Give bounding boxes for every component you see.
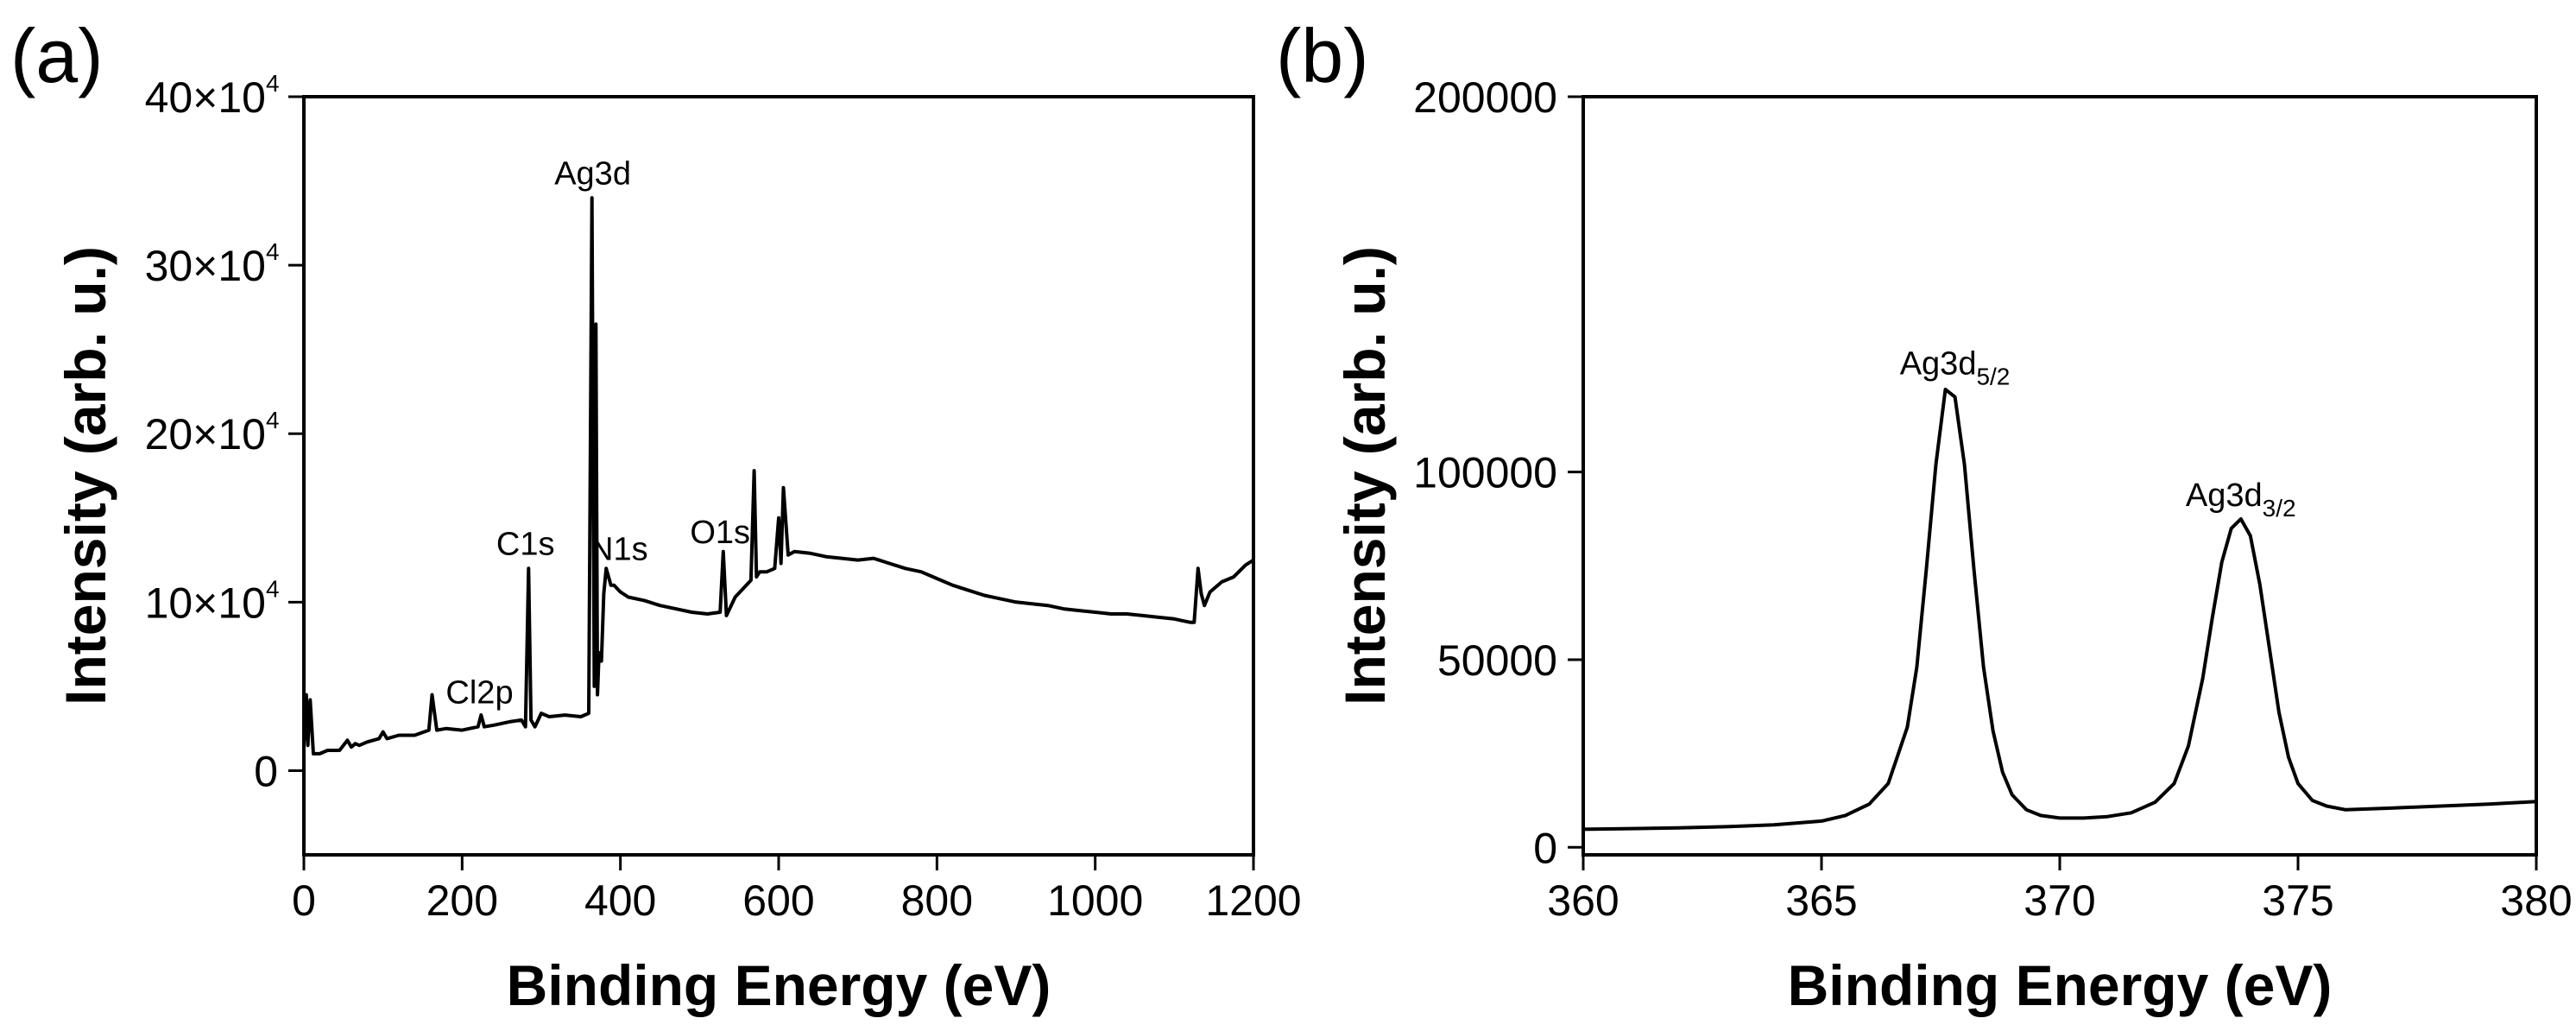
x-tick-label: 370: [2024, 876, 2095, 925]
y-tick-exponent: 4: [266, 575, 280, 602]
x-tick-label: 365: [1785, 876, 1857, 925]
peak-label-subscript: 3/2: [2263, 495, 2296, 522]
y-tick-exponent: 4: [266, 238, 280, 265]
x-tick-label: 360: [1547, 876, 1619, 925]
peak-label-subscript: 5/2: [1976, 364, 2010, 390]
x-tick-label: 1200: [1205, 876, 1301, 925]
y-tick-label: 40×10: [145, 73, 266, 122]
peak-label-text: Ag3d: [1900, 346, 1977, 383]
panel-b-plot-frame: [1582, 95, 2538, 857]
x-tick-label: 380: [2500, 876, 2572, 925]
peak-label-text: Ag3d: [554, 155, 631, 192]
peak-label: C1s: [496, 527, 555, 563]
y-tick-label: 20×10: [145, 410, 266, 459]
y-tick-label: 10×10: [145, 579, 266, 627]
panel-b-x-axis-title: Binding Energy (eV): [1788, 953, 2333, 1017]
panel-b: (b) 360 365 370 375 380 0 50000 100000 200000 A…: [1276, 13, 2573, 1017]
x-tick-label: 800: [901, 876, 973, 925]
panel-a-annotations: Ag3d C1s N1s O1s Cl2p: [445, 155, 750, 711]
x-tick-label: 600: [742, 876, 814, 925]
panel-b-y-axis: 0 50000 100000 200000: [1413, 73, 1583, 872]
panel-b-label: (b): [1276, 13, 1369, 98]
panel-b-y-axis-title: Intensity (arb. u.): [1333, 246, 1397, 705]
x-tick-label: 0: [292, 876, 316, 925]
y-tick-exponent: 4: [266, 407, 280, 433]
x-tick-label: 1000: [1047, 876, 1143, 925]
panel-b-x-axis: 360 365 370 375 380: [1547, 855, 2573, 925]
panel-a-x-axis: 0 200 400 600 800 1000 1200: [292, 855, 1302, 925]
peak-label-text: N1s: [590, 532, 648, 568]
panel-a-label: (a): [10, 13, 104, 98]
x-tick-label: 375: [2262, 876, 2333, 925]
panel-a-plot-frame: [302, 95, 1255, 857]
y-tick-label: 100000: [1413, 449, 1557, 497]
panel-a: (a) 0 200 400 600 800 1000 1200 010×10 420×10 43…: [10, 13, 1302, 1017]
y-tick-label: 0: [1533, 824, 1557, 872]
panel-a-y-axis-title: Intensity (arb. u.): [54, 246, 117, 705]
peak-label-text: Ag3d: [2186, 478, 2263, 514]
x-tick-label: 400: [584, 876, 656, 925]
panel-a-survey-line: [302, 196, 1255, 756]
y-tick-label: 30×10: [145, 242, 266, 290]
peak-label-text: O1s: [690, 515, 750, 551]
panel-a-x-axis-title: Binding Energy (eV): [507, 953, 1051, 1017]
peak-label-text: Cl2p: [445, 674, 513, 711]
panel-b-ag3d-line: [1582, 388, 2537, 832]
peak-label: N1s: [590, 532, 648, 568]
peak-label: Ag3d5/2: [1900, 346, 2011, 390]
panel-a-y-axis: 010×10 420×10 430×10 440×10 4: [145, 70, 304, 795]
peak-label: Cl2p: [445, 674, 513, 711]
peak-label-text: C1s: [496, 527, 555, 563]
y-tick-exponent: 4: [266, 70, 280, 97]
y-tick-label: 0: [254, 747, 278, 795]
peak-label: Ag3d3/2: [2186, 478, 2296, 522]
peak-label: Ag3d: [554, 155, 631, 192]
y-tick-label: 50000: [1437, 636, 1557, 685]
peak-label: O1s: [690, 515, 750, 551]
y-tick-label: 200000: [1413, 73, 1557, 122]
x-tick-label: 200: [426, 876, 498, 925]
